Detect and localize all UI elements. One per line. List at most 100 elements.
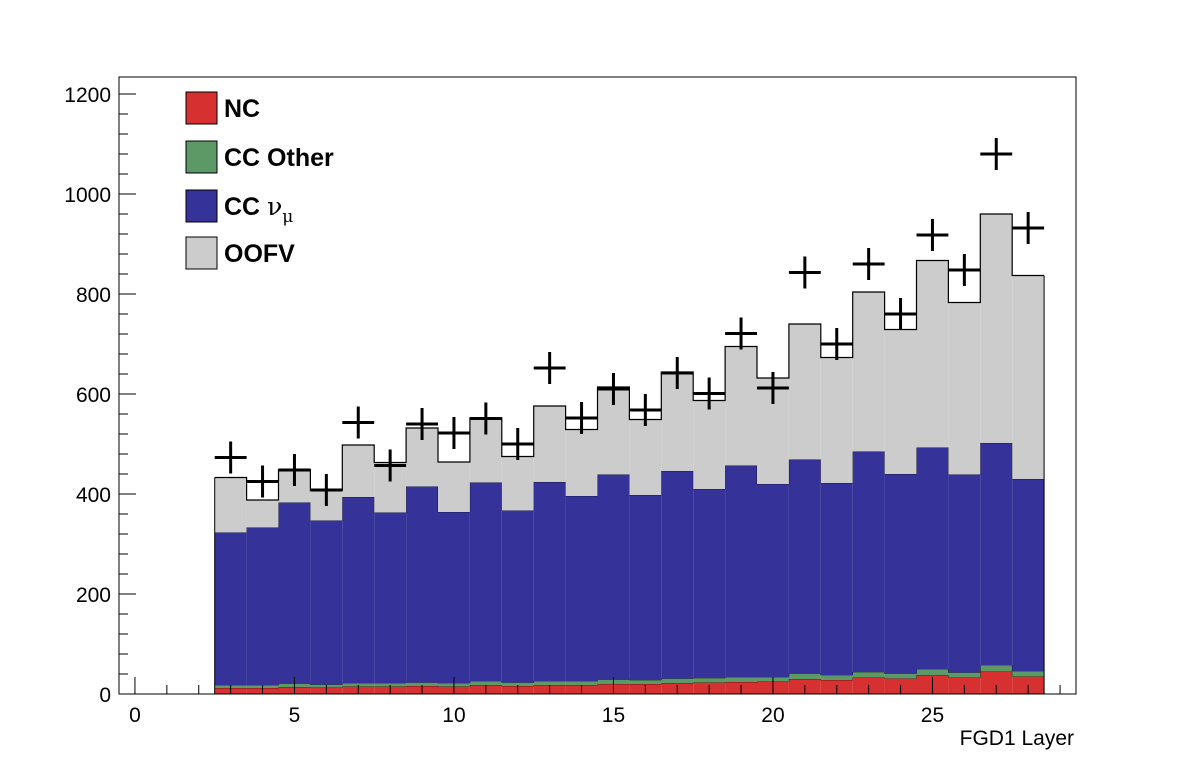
bar-cc-26 bbox=[948, 474, 981, 673]
bar-cc-other-28 bbox=[1012, 671, 1045, 677]
axes: 0 200 400 600 800 1000 1200 0 5 10 15 20 25 bbox=[64, 84, 1061, 727]
bar-oofv-7 bbox=[342, 445, 375, 497]
data-point-20 bbox=[757, 372, 789, 404]
legend-label: NC bbox=[224, 95, 260, 123]
legend-label-text: CC bbox=[224, 193, 267, 221]
bar-cc-4 bbox=[246, 527, 279, 685]
bar-cc-16 bbox=[629, 495, 662, 680]
data-point-17 bbox=[661, 357, 694, 389]
data-point-9 bbox=[406, 408, 438, 440]
bar-cc-other-11 bbox=[469, 681, 502, 685]
bar-cc-20 bbox=[757, 484, 789, 677]
bar-oofv-22 bbox=[820, 357, 853, 483]
bar-cc-23 bbox=[852, 451, 885, 672]
data-point-12 bbox=[501, 428, 534, 460]
data-point-25 bbox=[916, 219, 949, 251]
bar-oofv-21 bbox=[788, 324, 821, 460]
x-tick-label: 15 bbox=[602, 704, 625, 727]
legend: NC CC Other CC νμ OOFV bbox=[185, 91, 334, 270]
data-point-7 bbox=[342, 406, 375, 439]
legend-swatch bbox=[185, 140, 218, 174]
bar-oofv-14 bbox=[565, 429, 598, 496]
legend-swatch bbox=[185, 236, 218, 270]
data-point-3 bbox=[214, 441, 247, 474]
legend-entry-nc: NC bbox=[185, 91, 260, 125]
bar-cc-other-27 bbox=[980, 665, 1013, 672]
stacked-bars bbox=[214, 213, 1045, 694]
bar-cc-other-17 bbox=[661, 678, 694, 683]
data-point-14 bbox=[565, 402, 598, 434]
plot-frame bbox=[118, 76, 1077, 695]
bar-cc-other-16 bbox=[629, 680, 662, 684]
legend-entry-cc: CC νμ bbox=[185, 189, 293, 227]
bar-oofv-27 bbox=[980, 214, 1013, 443]
bar-cc-10 bbox=[438, 512, 470, 683]
y-tick-label: 600 bbox=[76, 384, 111, 407]
x-tick-label: 25 bbox=[921, 704, 944, 727]
data-point-21 bbox=[788, 256, 821, 289]
bar-cc-22 bbox=[820, 483, 853, 675]
x-axis-title: FGD1 Layer bbox=[960, 727, 1074, 750]
data-point-11 bbox=[469, 402, 502, 435]
y-tick-label: 800 bbox=[76, 284, 111, 307]
x-tick-label: 0 bbox=[129, 704, 141, 727]
data-point-13 bbox=[533, 352, 566, 384]
bar-cc-6 bbox=[310, 520, 343, 685]
legend-entry-oofv: OOFV bbox=[185, 236, 295, 270]
x-tick-label: 20 bbox=[761, 704, 784, 727]
data-point-26 bbox=[948, 254, 981, 286]
bar-cc-other-7 bbox=[342, 683, 375, 687]
data-point-22 bbox=[820, 328, 853, 360]
bar-nc-27 bbox=[980, 671, 1013, 694]
y-tick-label: 1000 bbox=[64, 184, 111, 207]
legend-label-subscript: μ bbox=[282, 207, 293, 227]
data-point-27 bbox=[980, 138, 1013, 170]
bar-cc-other-19 bbox=[725, 677, 757, 682]
bar-oofv-4 bbox=[246, 500, 279, 528]
bar-cc-14 bbox=[565, 496, 598, 681]
data-point-4 bbox=[246, 465, 279, 498]
legend-label: CC νμ bbox=[224, 192, 293, 227]
data-point-24 bbox=[884, 298, 917, 330]
legend-label: CC Other bbox=[224, 144, 334, 172]
bar-cc-25 bbox=[916, 447, 949, 669]
legend-swatch bbox=[185, 189, 218, 223]
data-point-8 bbox=[374, 449, 407, 482]
bar-cc-other-13 bbox=[533, 681, 566, 685]
bar-oofv-12 bbox=[501, 456, 534, 511]
bar-cc-28 bbox=[1012, 479, 1045, 671]
bar-cc-7 bbox=[342, 497, 375, 683]
bar-oofv-26 bbox=[948, 302, 981, 475]
bar-cc-18 bbox=[693, 489, 726, 678]
bar-cc-21 bbox=[788, 459, 821, 674]
bar-cc-other-24 bbox=[884, 673, 917, 679]
bar-cc-other-21 bbox=[788, 673, 821, 679]
y-tick-label: 0 bbox=[99, 684, 111, 707]
data-points bbox=[214, 138, 1045, 506]
y-tick-label: 400 bbox=[76, 484, 111, 507]
bar-oofv-3 bbox=[214, 477, 247, 533]
y-tick-label: 200 bbox=[76, 584, 111, 607]
bar-cc-13 bbox=[533, 482, 566, 681]
bar-cc-19 bbox=[725, 465, 757, 677]
bar-cc-11 bbox=[469, 482, 502, 681]
legend-entry-cc-other: CC Other bbox=[185, 140, 334, 174]
bar-cc-other-14 bbox=[565, 681, 598, 685]
y-tick-label: 1200 bbox=[64, 84, 111, 107]
bar-oofv-25 bbox=[916, 260, 949, 448]
legend-label-greek: ν bbox=[267, 192, 282, 221]
bar-cc-other-25 bbox=[916, 669, 949, 675]
data-point-18 bbox=[693, 377, 726, 410]
bar-oofv-28 bbox=[1012, 275, 1045, 479]
bar-cc-other-12 bbox=[501, 682, 534, 686]
data-point-16 bbox=[629, 394, 662, 426]
bar-oofv-24 bbox=[884, 329, 917, 474]
bar-cc-9 bbox=[406, 486, 438, 683]
bar-cc-3 bbox=[214, 532, 247, 685]
bar-cc-other-23 bbox=[852, 672, 885, 678]
data-point-28 bbox=[1012, 212, 1045, 244]
legend-label: OOFV bbox=[224, 240, 295, 268]
bar-oofv-19 bbox=[725, 346, 757, 466]
data-point-23 bbox=[852, 248, 885, 280]
